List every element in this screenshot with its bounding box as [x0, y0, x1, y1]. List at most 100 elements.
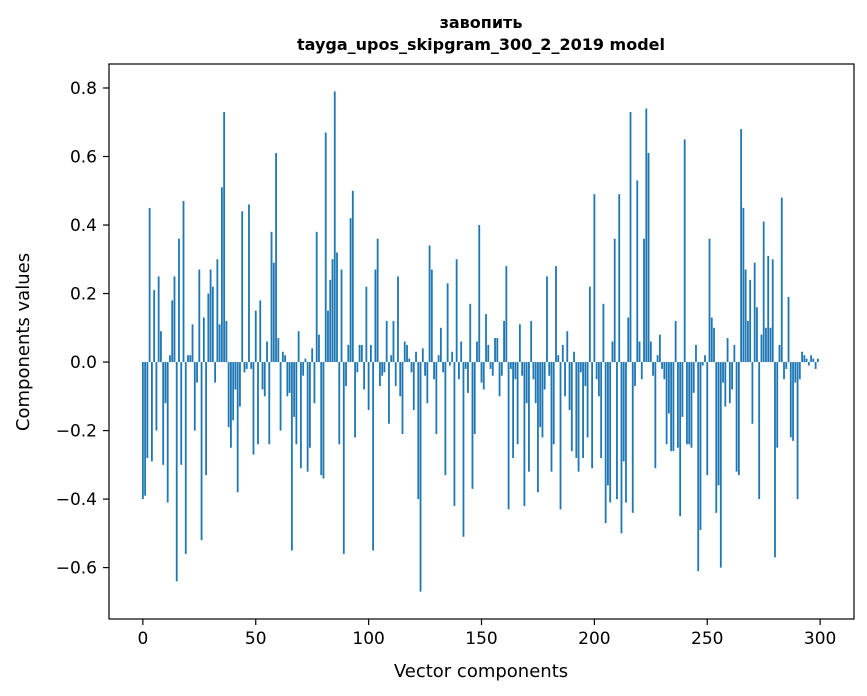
bar: [263, 362, 266, 397]
bar: [381, 362, 384, 376]
y-tick-label: 0.4: [70, 216, 97, 236]
bar: [290, 362, 293, 551]
bar: [798, 362, 801, 380]
bar: [376, 238, 379, 363]
bar: [792, 362, 794, 441]
bar: [250, 362, 253, 369]
bar: [579, 362, 582, 373]
bar: [345, 362, 347, 387]
bar: [812, 358, 815, 363]
bar: [200, 362, 203, 541]
bar: [704, 355, 706, 363]
bar: [541, 362, 544, 438]
bar: [487, 344, 490, 363]
bar: [315, 231, 318, 363]
y-tick-label: 0.2: [70, 285, 97, 305]
bar: [489, 362, 492, 369]
bar: [261, 362, 264, 390]
bar: [417, 362, 420, 500]
bar: [205, 362, 207, 476]
bar: [690, 362, 693, 448]
bar: [636, 180, 639, 363]
bar: [577, 362, 580, 472]
bar: [654, 362, 657, 469]
bar: [248, 204, 250, 363]
bar: [733, 344, 736, 363]
bar: [160, 331, 162, 363]
bar: [148, 207, 151, 363]
bar: [801, 351, 803, 363]
bar: [518, 324, 521, 363]
bar: [722, 362, 724, 383]
bar: [505, 266, 508, 363]
bar: [627, 317, 630, 363]
bar: [810, 355, 813, 363]
bar: [146, 362, 149, 458]
bar: [796, 362, 799, 500]
bar: [724, 362, 727, 407]
bar: [803, 355, 806, 363]
bar: [379, 362, 381, 387]
bar: [701, 362, 704, 366]
bar: [661, 362, 664, 369]
bar: [351, 190, 354, 363]
bar: [430, 269, 433, 363]
bar: [746, 320, 749, 363]
bar: [318, 334, 320, 363]
bar: [254, 310, 257, 363]
bar: [358, 344, 361, 363]
x-tick-label: 150: [465, 629, 497, 649]
bar: [728, 362, 731, 404]
bar: [629, 111, 632, 363]
bars-group: [141, 91, 819, 592]
bar: [155, 362, 158, 431]
bar: [311, 348, 314, 363]
bar: [760, 334, 763, 363]
x-axis-ticks: 0 50 100 150 200 250 300: [137, 619, 836, 649]
bar: [737, 362, 740, 476]
bar: [397, 276, 399, 363]
bar: [207, 293, 210, 363]
bar: [478, 225, 481, 363]
bar: [618, 194, 621, 363]
bar: [717, 362, 720, 486]
bar: [426, 362, 429, 404]
bar: [785, 362, 788, 369]
bar: [455, 259, 458, 363]
bar: [767, 255, 770, 363]
bar: [388, 362, 390, 424]
x-tick-label: 0: [137, 629, 148, 649]
bar: [392, 320, 395, 363]
bar: [625, 362, 627, 503]
bar: [602, 303, 605, 363]
bar: [719, 362, 722, 568]
bar: [331, 259, 334, 363]
bar: [252, 362, 255, 455]
bar: [516, 362, 519, 445]
bar: [439, 327, 442, 363]
bar: [742, 207, 745, 363]
bar: [634, 362, 636, 387]
bar: [356, 362, 359, 373]
bar: [756, 307, 758, 363]
bar: [643, 238, 645, 363]
bar: [467, 362, 469, 393]
bar: [525, 362, 528, 404]
bar: [593, 194, 596, 363]
bar: [218, 324, 221, 363]
bar: [751, 362, 754, 424]
bar: [616, 362, 618, 500]
bar: [762, 221, 765, 363]
bar: [336, 252, 338, 363]
bar: [257, 362, 259, 445]
bar: [164, 362, 167, 404]
bar: [498, 362, 501, 397]
bar: [214, 362, 217, 383]
bar: [419, 362, 422, 592]
bar: [363, 362, 366, 390]
bar: [383, 362, 386, 373]
y-axis-ticks: −0.6 −0.4 −0.2 0.0 0.2 0.4 0.6 0.8: [56, 79, 109, 579]
bar: [528, 362, 530, 472]
bar: [769, 327, 772, 363]
